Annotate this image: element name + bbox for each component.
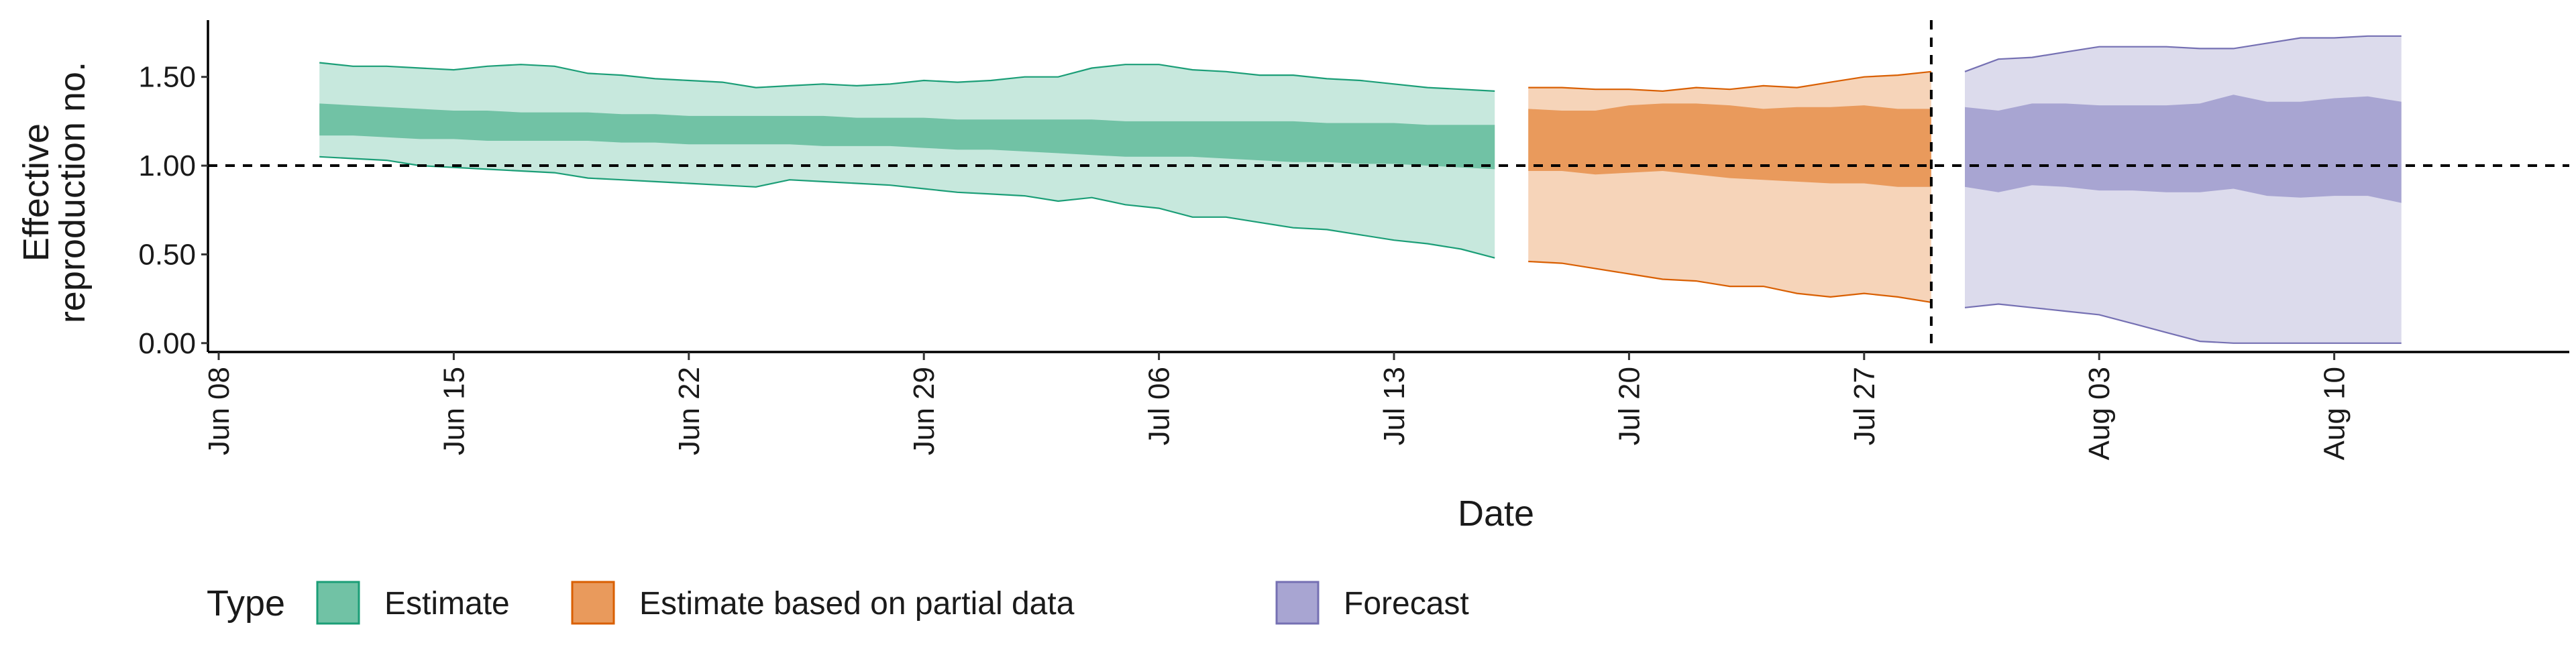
- series-1-upper-line: [1528, 70, 1932, 93]
- x-tick-label: Jun 29: [908, 367, 941, 455]
- legend: Type Estimate Estimate based on partial da…: [207, 581, 1469, 625]
- series-0-inner-band: [319, 103, 1495, 170]
- legend-swatch-2[interactable]: [1275, 581, 1320, 625]
- series-2-inner-band: [1965, 95, 2402, 203]
- y-tick-label: 1.50: [138, 61, 196, 94]
- series-0-lower-line: [319, 156, 1495, 259]
- x-axis-title: Date: [1458, 493, 1534, 534]
- x-tick-label: Jul 06: [1143, 367, 1176, 445]
- legend-swatch-0[interactable]: [316, 581, 360, 625]
- plot-area: [208, 20, 2569, 352]
- x-tick-label: Jul 27: [1848, 367, 1881, 445]
- x-tick-label: Jul 13: [1378, 367, 1411, 445]
- legend-label-1[interactable]: Estimate based on partial data: [639, 586, 1075, 622]
- y-axis-title-line: Effective: [16, 123, 56, 261]
- x-tick-label: Aug 10: [2318, 367, 2351, 460]
- series-0: [319, 62, 1495, 259]
- series-2-upper-line: [1964, 35, 2402, 72]
- y-tick-label: 1.00: [138, 150, 196, 182]
- x-tick-label: Jul 20: [1613, 367, 1646, 445]
- y-axis-title-line: reproduction no.: [52, 62, 93, 323]
- y-tick-label: 0.00: [138, 327, 196, 360]
- series-1: [1528, 70, 1932, 303]
- y-axis-title: Effectivereproduction no.: [16, 62, 93, 323]
- series-2: [1964, 35, 2402, 344]
- series-1-lower-line: [1528, 260, 1932, 303]
- x-tick-label: Jun 15: [437, 367, 470, 455]
- x-tick-label: Jun 22: [673, 367, 706, 455]
- legend-label-0[interactable]: Estimate: [384, 586, 510, 622]
- x-tick-label: Jun 08: [203, 367, 235, 455]
- legend-label-2[interactable]: Forecast: [1344, 586, 1469, 622]
- axes: 0.00 0.50 1.00 1.50 Jun 08 Jun 15 Jun 22 Jun 29…: [16, 20, 2569, 534]
- legend-swatch-1[interactable]: [571, 581, 615, 625]
- x-tick-label: Aug 03: [2083, 367, 2116, 460]
- series-0-outer-band: [319, 62, 1495, 258]
- series-0-upper-line: [319, 62, 1495, 92]
- legend-title: Type: [207, 583, 285, 624]
- y-tick-label: 0.50: [138, 238, 196, 271]
- series-2-lower-line: [1964, 303, 2402, 344]
